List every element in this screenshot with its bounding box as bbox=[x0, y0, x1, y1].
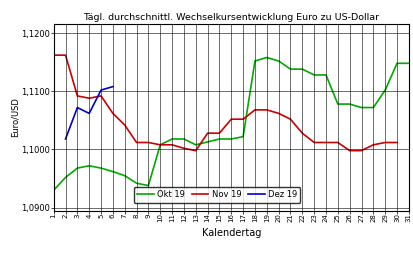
Okt 19 bbox=[99, 167, 104, 170]
Dez 19 bbox=[75, 106, 80, 109]
Line: Nov 19: Nov 19 bbox=[54, 55, 397, 151]
Nov 19 bbox=[335, 141, 340, 144]
Nov 19 bbox=[181, 147, 186, 150]
Okt 19 bbox=[323, 73, 328, 77]
Okt 19 bbox=[170, 137, 175, 141]
Okt 19 bbox=[406, 62, 411, 65]
Okt 19 bbox=[383, 89, 388, 92]
Okt 19 bbox=[264, 56, 269, 59]
Okt 19 bbox=[110, 170, 115, 173]
Nov 19 bbox=[241, 117, 246, 121]
Nov 19 bbox=[75, 94, 80, 97]
Okt 19 bbox=[359, 106, 364, 109]
Okt 19 bbox=[347, 102, 352, 106]
Nov 19 bbox=[146, 141, 151, 144]
Dez 19 bbox=[63, 137, 68, 141]
Nov 19 bbox=[347, 149, 352, 152]
Okt 19 bbox=[51, 189, 56, 192]
Okt 19 bbox=[300, 68, 305, 71]
Nov 19 bbox=[229, 117, 234, 121]
Nov 19 bbox=[371, 143, 376, 146]
Nov 19 bbox=[87, 97, 92, 100]
Okt 19 bbox=[371, 106, 376, 109]
Okt 19 bbox=[229, 137, 234, 141]
Okt 19 bbox=[158, 143, 163, 146]
Line: Okt 19: Okt 19 bbox=[54, 58, 409, 190]
Okt 19 bbox=[335, 102, 340, 106]
Okt 19 bbox=[276, 59, 281, 63]
Nov 19 bbox=[170, 143, 175, 146]
Nov 19 bbox=[63, 53, 68, 57]
Nov 19 bbox=[276, 112, 281, 115]
Nov 19 bbox=[134, 141, 139, 144]
Y-axis label: Euro/USD: Euro/USD bbox=[10, 97, 19, 137]
Dez 19 bbox=[99, 89, 104, 92]
Okt 19 bbox=[146, 184, 151, 187]
Okt 19 bbox=[87, 164, 92, 167]
Okt 19 bbox=[394, 62, 399, 65]
Okt 19 bbox=[252, 59, 257, 63]
Nov 19 bbox=[51, 53, 56, 57]
Line: Dez 19: Dez 19 bbox=[66, 87, 113, 139]
Nov 19 bbox=[99, 94, 104, 97]
Okt 19 bbox=[217, 137, 222, 141]
Dez 19 bbox=[110, 85, 115, 88]
Dez 19 bbox=[87, 112, 92, 115]
Title: Tägl. durchschnittl. Wechselkursentwicklung Euro zu US-Dollar: Tägl. durchschnittl. Wechselkursentwickl… bbox=[83, 13, 380, 22]
Nov 19 bbox=[205, 131, 210, 135]
Okt 19 bbox=[312, 73, 317, 77]
Nov 19 bbox=[193, 149, 198, 152]
Okt 19 bbox=[134, 182, 139, 185]
Nov 19 bbox=[217, 131, 222, 135]
Nov 19 bbox=[359, 149, 364, 152]
Nov 19 bbox=[264, 108, 269, 112]
Nov 19 bbox=[158, 143, 163, 146]
Nov 19 bbox=[383, 141, 388, 144]
Nov 19 bbox=[252, 108, 257, 112]
Legend: Okt 19, Nov 19, Dez 19: Okt 19, Nov 19, Dez 19 bbox=[134, 187, 300, 203]
Okt 19 bbox=[63, 176, 68, 179]
Nov 19 bbox=[122, 123, 127, 127]
Nov 19 bbox=[288, 117, 293, 121]
X-axis label: Kalendertag: Kalendertag bbox=[202, 228, 261, 238]
Okt 19 bbox=[241, 135, 246, 138]
Okt 19 bbox=[288, 68, 293, 71]
Okt 19 bbox=[122, 174, 127, 177]
Nov 19 bbox=[110, 112, 115, 115]
Okt 19 bbox=[205, 140, 210, 144]
Nov 19 bbox=[394, 141, 399, 144]
Nov 19 bbox=[323, 141, 328, 144]
Okt 19 bbox=[193, 143, 198, 146]
Nov 19 bbox=[300, 131, 305, 135]
Okt 19 bbox=[181, 137, 186, 141]
Nov 19 bbox=[312, 141, 317, 144]
Okt 19 bbox=[75, 167, 80, 170]
